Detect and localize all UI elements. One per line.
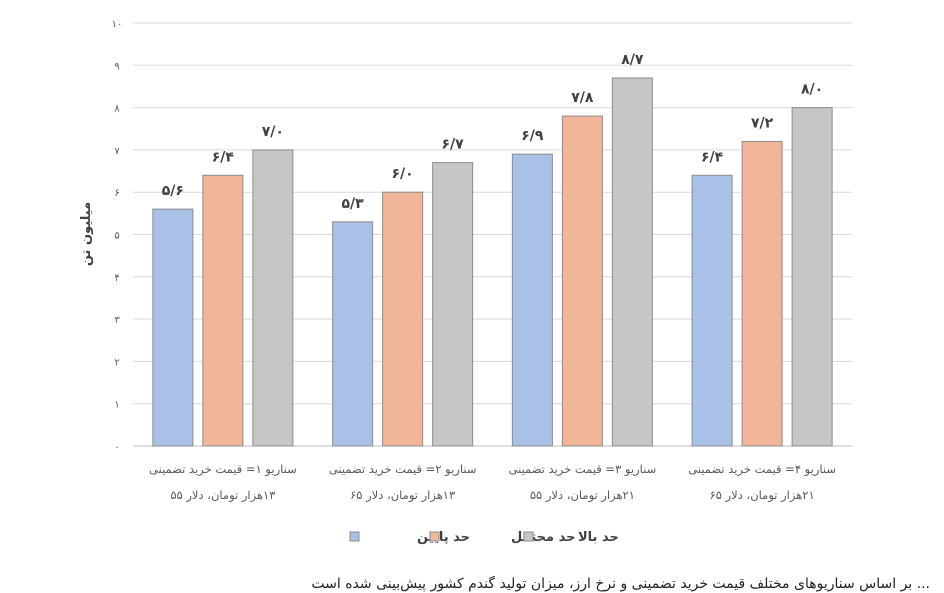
legend-label: حد محتمل: [511, 530, 575, 545]
data-label: ۸/۰: [801, 82, 823, 98]
y-tick-label: ۱۰: [112, 19, 123, 30]
bar: [741, 140, 783, 447]
x-tick-label: ۱۳هزار تومان، دلار ۵۵: [170, 488, 275, 503]
data-label: ۷/۰: [262, 124, 284, 140]
data-label: ۵/۳: [342, 196, 365, 212]
legend-swatch: [429, 531, 440, 542]
data-label: ۵/۶: [162, 183, 184, 199]
legend-label: حد بالا: [578, 530, 619, 545]
y-tick-label: ۸: [114, 104, 120, 115]
bar: [252, 149, 294, 447]
data-label: ۶/۴: [212, 149, 235, 165]
data-label: ۷/۸: [571, 90, 594, 106]
bar: [382, 191, 424, 447]
data-label: ۷/۲: [751, 115, 774, 131]
y-tick-label: ۷: [114, 146, 120, 157]
data-label: ۶/۴: [701, 149, 724, 165]
bar: [152, 208, 194, 447]
footer-text: ... بر اساس سناریوهای مختلف قیمت خرید تض…: [311, 576, 930, 592]
bar: [332, 221, 374, 447]
x-tick-label: ۱۳هزار تومان، دلار ۶۵: [350, 488, 455, 503]
legend-swatch: [349, 531, 360, 542]
bar: [202, 174, 244, 447]
x-tick-label: سناریو ۲= قیمت خرید تضمینی: [329, 462, 477, 477]
data-label: ۶/۹: [521, 128, 544, 144]
legend-label: حد پایین: [417, 530, 470, 545]
x-tick-label: سناریو ۴= قیمت خرید تضمینی: [688, 462, 836, 477]
y-axis-title: میلیون تن: [79, 202, 94, 266]
data-label: ۸/۷: [621, 52, 644, 68]
y-tick-label: ۹: [114, 61, 119, 72]
legend-swatch: [523, 531, 534, 542]
data-label: ۶/۷: [442, 137, 465, 153]
bar: [432, 162, 474, 447]
y-tick-label: ۲: [114, 357, 119, 368]
y-tick-label: ۴: [114, 273, 119, 284]
y-tick-label: ۱: [114, 400, 119, 411]
y-tick-label: ۰: [114, 442, 119, 453]
y-tick-label: ۳: [114, 315, 120, 326]
bar: [691, 174, 733, 447]
bar: [791, 107, 833, 447]
x-tick-label: سناریو ۱= قیمت خرید تضمینی: [149, 462, 297, 477]
data-label: ۶/۰: [392, 166, 414, 182]
y-tick-label: ۵: [114, 231, 119, 242]
x-tick-label: ۲۱هزار تومان، دلار ۵۵: [530, 488, 635, 503]
x-tick-label: ۲۱هزار تومان، دلار ۶۵: [710, 488, 815, 503]
bar: [561, 115, 603, 447]
bar: [611, 77, 653, 447]
y-tick-label: ۶: [114, 188, 119, 199]
bar: [511, 153, 553, 447]
x-tick-label: سناریو ۳= قیمت خرید تضمینی: [509, 462, 657, 477]
